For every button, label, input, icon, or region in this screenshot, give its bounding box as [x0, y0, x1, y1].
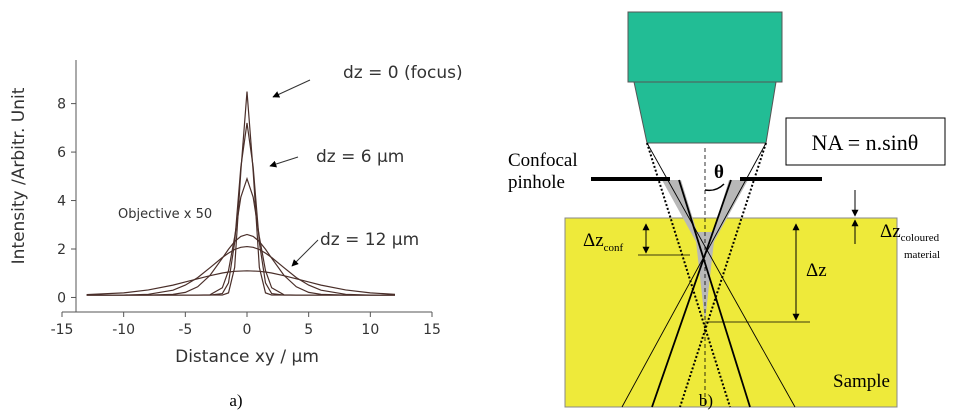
- pinhole-label: pinhole: [508, 172, 565, 193]
- annotation: dz = 12 µm: [320, 230, 419, 250]
- dz-coloured: Δzcoloured: [880, 221, 940, 244]
- curve: [87, 92, 395, 296]
- x-tick-label: -5: [178, 322, 192, 338]
- dz-coloured-sub: material: [904, 249, 940, 261]
- objective-lens: [634, 82, 776, 143]
- theta-arc: [705, 184, 724, 190]
- diagram-b: NA = n.sinθ Confocal pinhole θ Δzconf Δz…: [508, 12, 945, 407]
- annotation: dz = 6 µm: [316, 147, 404, 167]
- formula: NA = n.sinθ: [812, 130, 919, 155]
- x-tick-label: 15: [423, 322, 441, 338]
- y-tick-label: 2: [57, 242, 66, 258]
- annotation-arrow: [270, 157, 298, 166]
- annotation: Objective x 50: [118, 207, 212, 222]
- x-tick-label: -15: [51, 322, 74, 338]
- x-tick-label: 5: [304, 322, 313, 338]
- curve: [87, 271, 395, 295]
- annotation-arrow: [292, 240, 318, 266]
- dz-conf-sub: conf: [604, 242, 624, 254]
- theta: θ: [714, 162, 724, 183]
- annotation-arrow: [273, 80, 310, 97]
- x-tick-label: -10: [112, 322, 135, 338]
- y-tick-label: 4: [57, 194, 66, 210]
- x-tick-label: 10: [361, 322, 379, 338]
- figure: 0 2 4 6 8 -15 -10 -5 0 5 10 15 Distance xy / µm Inten…: [0, 0, 953, 417]
- y-tick-label: 8: [57, 97, 66, 113]
- y-axis-label: Intensity /Arbitr. Unit: [9, 87, 29, 264]
- objective-body: [628, 12, 782, 82]
- chart-a: 0 2 4 6 8 -15 -10 -5 0 5 10 15 Distance xy / µm Inten…: [9, 60, 463, 367]
- y-tick-label: 0: [57, 290, 66, 306]
- annotation: dz = 0 (focus): [343, 63, 463, 83]
- pinhole-label: Confocal: [508, 150, 578, 171]
- sample-label: Sample: [833, 371, 890, 392]
- dz-coloured-main: Δz: [880, 221, 901, 242]
- caption: b): [699, 391, 713, 410]
- x-axis-label: Distance xy / µm: [175, 347, 319, 367]
- caption: a): [229, 391, 242, 410]
- dz-coloured-sub: coloured: [901, 232, 940, 244]
- x-tick-label: 0: [243, 322, 252, 338]
- dz-conf-main: Δz: [583, 230, 604, 251]
- y-tick-label: 6: [57, 145, 66, 161]
- dz: Δz: [806, 260, 827, 281]
- page: {"chart_data": {"type": "line", "x": [-1…: [0, 0, 953, 417]
